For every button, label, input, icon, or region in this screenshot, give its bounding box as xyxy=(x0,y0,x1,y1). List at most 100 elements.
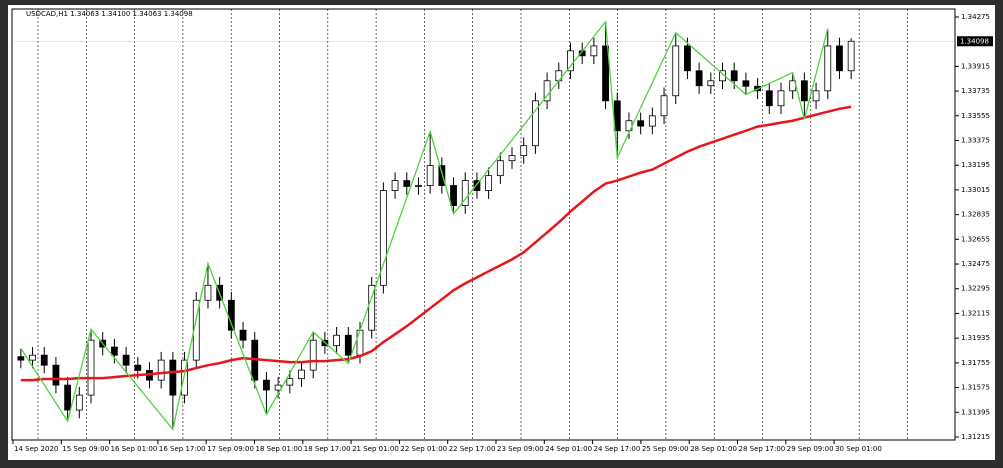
candle-body xyxy=(438,165,446,186)
zigzag-line xyxy=(20,20,829,431)
x-tick-label: 24 Sep 01:00 xyxy=(545,445,592,453)
y-tick-label: 1.32295 xyxy=(961,285,990,293)
y-tick-label: 1.33015 xyxy=(961,186,990,194)
candle-body xyxy=(426,165,434,186)
candle-body xyxy=(64,384,72,411)
candle-body xyxy=(695,70,703,87)
candle-body xyxy=(812,90,820,102)
candle-body xyxy=(672,45,680,97)
candle-body xyxy=(204,284,212,301)
y-tick-label: 1.33375 xyxy=(961,136,990,144)
x-tick-label: 18 Sep 17:00 xyxy=(304,445,351,453)
y-tick-label: 1.31935 xyxy=(961,334,990,342)
candle-body xyxy=(181,359,188,396)
candle-body xyxy=(730,70,738,82)
y-tick-label: 1.31395 xyxy=(961,408,990,416)
candle-body xyxy=(368,284,376,331)
last-price-label: 1.34098 xyxy=(960,37,989,45)
candle-body xyxy=(461,180,469,206)
candle-body xyxy=(169,359,177,396)
candle-body xyxy=(836,45,843,72)
candle-body xyxy=(742,80,750,87)
x-tick-label: 28 Sep 01:00 xyxy=(690,445,737,453)
candle-body xyxy=(403,180,411,187)
x-tick-label: 28 Sep 17:00 xyxy=(739,445,786,453)
x-tick-label: 16 Sep 01:00 xyxy=(111,445,158,453)
candle-body xyxy=(765,90,773,107)
x-tick-label: 25 Sep 09:00 xyxy=(642,445,689,453)
candle-body xyxy=(17,356,25,361)
candle-body xyxy=(824,45,832,92)
candle-body xyxy=(379,190,387,286)
candle-body xyxy=(239,329,247,341)
y-tick-label: 1.31215 xyxy=(961,433,990,441)
candle-body xyxy=(227,299,235,331)
y-tick-label: 1.32115 xyxy=(961,309,990,317)
candle-body xyxy=(87,339,95,396)
candle-body xyxy=(637,120,645,127)
candle-body xyxy=(333,334,340,347)
y-tick-label: 1.34275 xyxy=(961,13,990,21)
candle-body xyxy=(520,145,528,156)
candle-body xyxy=(555,70,563,82)
candle-body xyxy=(590,45,598,57)
plot-frame xyxy=(11,8,956,441)
candle-body xyxy=(157,359,165,381)
candle-body xyxy=(847,40,855,72)
candle-body xyxy=(391,180,399,191)
y-tick-label: 1.31755 xyxy=(961,359,990,367)
x-tick-label: 15 Sep 09:00 xyxy=(62,445,109,453)
candle-body xyxy=(707,80,715,87)
y-tick-label: 1.33555 xyxy=(961,112,990,120)
chart-background xyxy=(8,5,995,460)
candle-body xyxy=(532,100,539,147)
candle-body xyxy=(473,180,481,191)
candle-body xyxy=(415,185,422,187)
candle-body xyxy=(777,90,785,107)
candle-body xyxy=(111,346,118,356)
candle-body xyxy=(602,45,609,102)
y-tick-label: 1.32475 xyxy=(961,260,990,268)
candle-body xyxy=(29,354,36,361)
x-tick-label: 29 Sep 09:00 xyxy=(787,445,834,453)
x-tick-label: 16 Sep 17:00 xyxy=(159,445,206,453)
candle-body xyxy=(496,160,504,177)
y-tick-label: 1.33735 xyxy=(961,87,990,95)
candle-body xyxy=(122,354,130,366)
candle-body xyxy=(75,394,83,411)
x-tick-label: 23 Sep 09:00 xyxy=(497,445,544,453)
candle-body xyxy=(485,175,493,191)
candle-body xyxy=(648,115,656,127)
candle-body xyxy=(52,364,60,386)
candle-body xyxy=(684,45,691,72)
x-tick-label: 18 Sep 01:00 xyxy=(256,445,303,453)
candle-body xyxy=(263,379,270,391)
candle-body xyxy=(567,50,574,72)
candle-body xyxy=(286,378,294,386)
candle-body xyxy=(450,185,457,206)
y-tick-label: 1.33915 xyxy=(961,62,990,70)
moving-average-line xyxy=(20,105,852,382)
y-tick-label: 1.33195 xyxy=(961,161,990,169)
x-tick-label: 14 Sep 2020 xyxy=(14,445,58,453)
x-tick-label: 22 Sep 17:00 xyxy=(449,445,496,453)
x-tick-label: 30 Sep 01:00 xyxy=(835,445,882,453)
chart-header: USDCAD,H1 1.34063 1.34100 1.34063 1.3409… xyxy=(26,10,193,18)
candle-body xyxy=(800,80,808,102)
y-tick-label: 1.31575 xyxy=(961,384,990,392)
x-tick-label: 24 Sep 17:00 xyxy=(594,445,641,453)
x-tick-label: 17 Sep 09:00 xyxy=(207,445,254,453)
x-tick-label: 21 Sep 01:00 xyxy=(352,445,399,453)
candle-body xyxy=(344,334,352,356)
x-tick-label: 22 Sep 01:00 xyxy=(400,445,447,453)
candle-body xyxy=(298,369,305,380)
candle-body xyxy=(660,95,668,117)
candle-body xyxy=(309,339,317,371)
candle-body xyxy=(40,354,48,366)
y-tick-label: 1.32655 xyxy=(961,235,990,243)
candle-body xyxy=(134,364,142,371)
candle-body xyxy=(508,155,516,162)
last-price-box xyxy=(957,36,993,47)
